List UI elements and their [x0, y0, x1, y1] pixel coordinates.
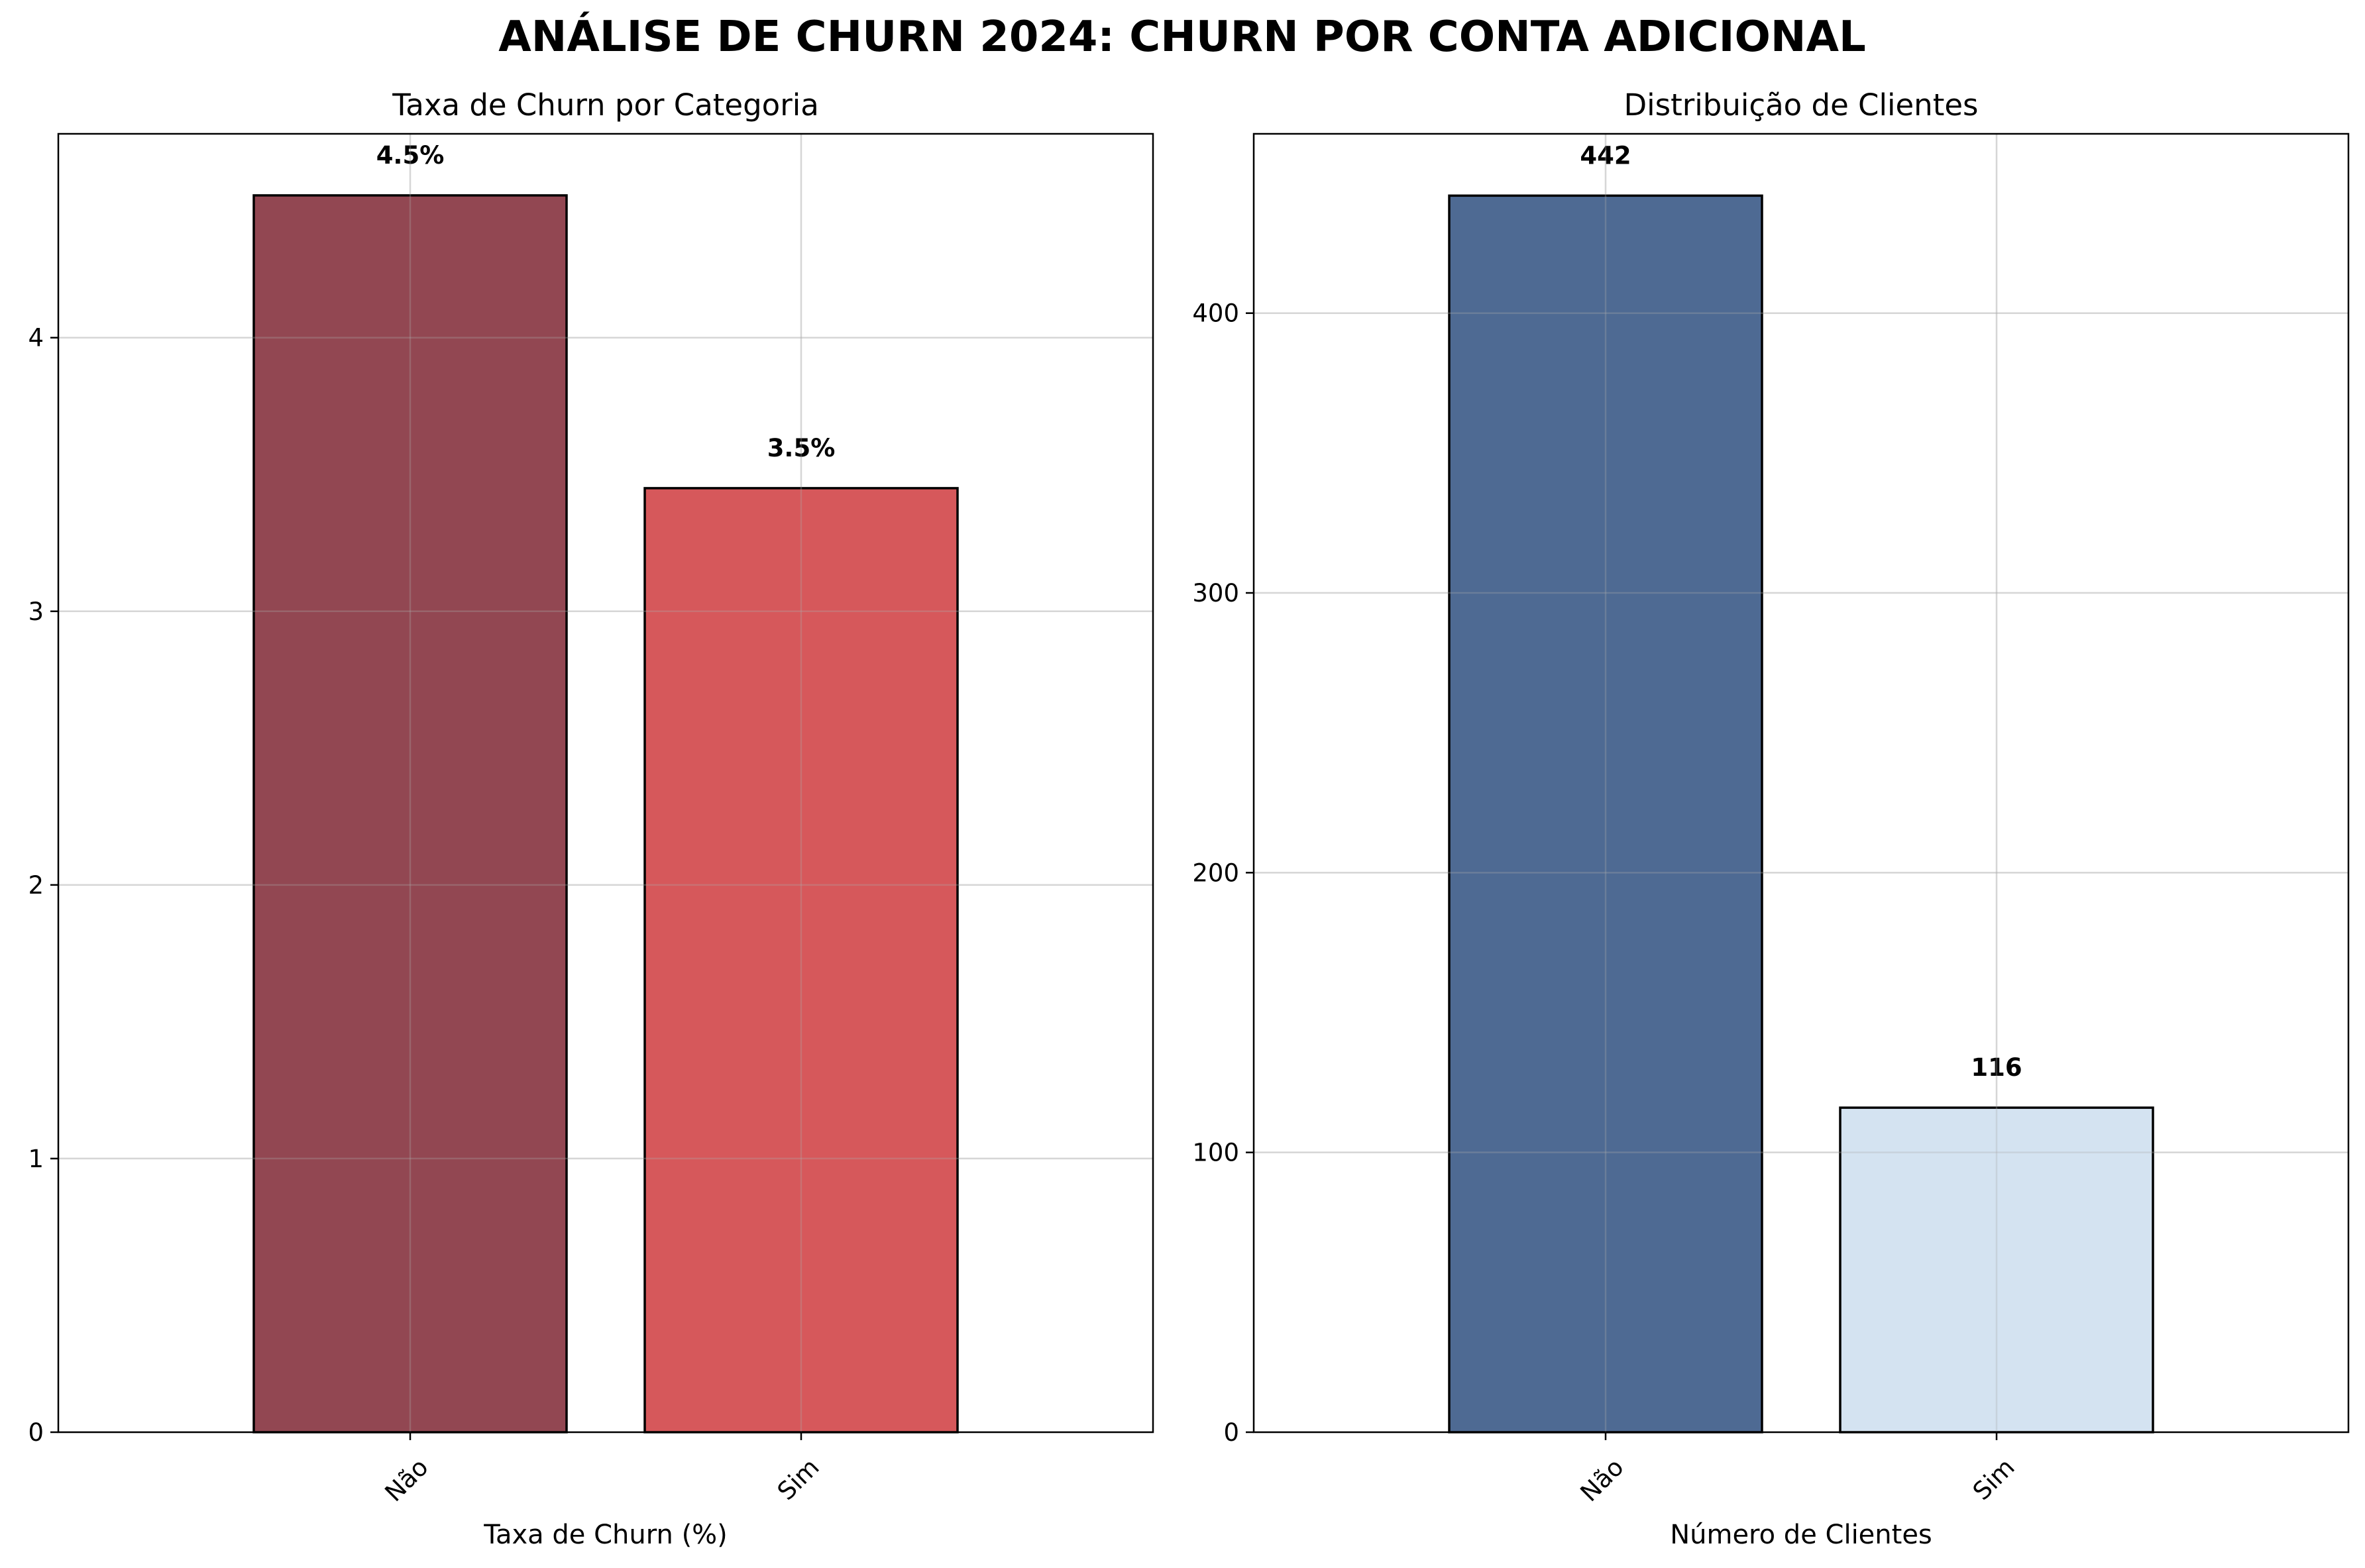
- y-tick-label: 100: [1192, 1139, 1239, 1167]
- y-tick-label: 200: [1192, 859, 1239, 887]
- chart-customer-distribution: 442 116 0 100 200 300 400 Não Sim Distribuição de…: [1192, 87, 2350, 1550]
- data-label: 442: [1580, 141, 1631, 170]
- chart-churn-rate: 4.5% 3.5% 0 1 2 3 4 Não Sim Taxa de Churn por Cat…: [28, 87, 1154, 1550]
- axes-frame: [57, 132, 1154, 1434]
- x-tick-label: Não: [1575, 1453, 1629, 1507]
- y-tick-label: 0: [1223, 1418, 1239, 1447]
- y-tick-label: 1: [28, 1145, 44, 1173]
- subplot-title: Distribuição de Clientes: [1624, 87, 1979, 123]
- x-tick-label: Não: [380, 1453, 434, 1507]
- y-tick-label: 0: [28, 1418, 44, 1447]
- x-axis-label: Taxa de Churn (%): [483, 1520, 728, 1550]
- axes-frame: [1252, 132, 2350, 1434]
- bar-sim: [643, 487, 959, 1434]
- bar-sim: [1839, 1106, 2154, 1434]
- subplot-title: Taxa de Churn por Categoria: [392, 87, 819, 123]
- figure-title: ANÁLISE DE CHURN 2024: CHURN POR CONTA A…: [498, 11, 1866, 62]
- y-tick-label: 3: [28, 598, 44, 626]
- data-label: 4.5%: [376, 141, 445, 170]
- y-tick-label: 300: [1192, 579, 1239, 607]
- y-tick-label: 400: [1192, 299, 1239, 328]
- y-tick-label: 2: [28, 871, 44, 900]
- x-tick-label: Sim: [772, 1453, 825, 1506]
- x-axis-label: Número de Clientes: [1670, 1520, 1932, 1550]
- data-label: 3.5%: [767, 434, 836, 462]
- x-tick-label: Sim: [1967, 1453, 2020, 1506]
- data-label: 116: [1971, 1053, 2022, 1082]
- y-tick-label: 4: [28, 324, 44, 352]
